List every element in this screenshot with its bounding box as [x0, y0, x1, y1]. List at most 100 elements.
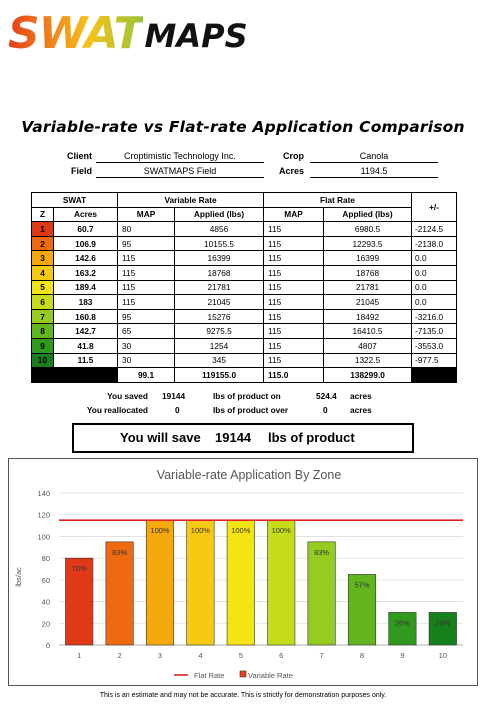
- table-row: 1 60.7 80 4856 115 6980.5 -2124.5: [31, 221, 458, 237]
- client-label: Client: [66, 151, 92, 161]
- variable-map-cell: 115: [117, 250, 176, 266]
- reallocated-unit: acres: [350, 405, 372, 415]
- crop-label: Crop: [283, 151, 304, 161]
- zone-cell: 9: [31, 337, 54, 354]
- y-tick-label: 120: [37, 511, 50, 520]
- table-row: 7 160.8 95 15276 115 18492 -3216.0: [31, 308, 458, 325]
- variable-applied-cell: 1254: [174, 337, 265, 354]
- variable-applied-column-header: Applied (lbs): [174, 206, 265, 223]
- bar-data-label: 26%: [395, 618, 410, 627]
- bar-data-label: 70%: [72, 564, 87, 573]
- flat-map-cell: 115: [263, 221, 325, 237]
- logo-maps-text: MAPS: [144, 17, 248, 55]
- logo-swat-text: SWAT: [8, 8, 144, 59]
- x-tick-label: 1: [77, 651, 81, 660]
- y-tick-label: 140: [37, 489, 50, 498]
- difference-cell: 0.0: [411, 294, 458, 310]
- save-suffix: lbs of product: [268, 430, 355, 445]
- y-tick-label: 100: [37, 532, 50, 541]
- zone-cell: 5: [31, 279, 54, 296]
- chart-legend: Flat Rate Variable Rate: [174, 670, 293, 680]
- total-flat-applied: 138299.0: [323, 367, 413, 383]
- x-tick-label: 9: [400, 651, 404, 660]
- x-tick-label: 8: [360, 651, 364, 660]
- crop-value: Canola: [310, 151, 438, 163]
- table-row: 4 163.2 115 18768 115 18768 0.0: [31, 264, 458, 281]
- bar-data-label: 100%: [191, 526, 211, 535]
- variable-map-cell: 80: [117, 221, 176, 237]
- variable-applied-cell: 10155.5: [174, 235, 265, 252]
- reallocated-acres: 0: [323, 405, 328, 415]
- variable-applied-cell: 4856: [174, 221, 265, 237]
- flat-map-cell: 115: [263, 264, 325, 281]
- flat-applied-cell: 18768: [323, 264, 413, 281]
- bar-zone-5: [226, 519, 255, 646]
- acres-cell: 106.9: [52, 235, 119, 252]
- bar-zone-1: [65, 557, 94, 646]
- difference-header: +/-: [411, 191, 458, 223]
- reallocated-value: 0: [175, 405, 180, 415]
- x-tick-label: 3: [158, 651, 162, 660]
- flat-map-cell: 115: [263, 337, 325, 354]
- y-tick-label: 80: [42, 554, 50, 563]
- variable-map-cell: 30: [117, 352, 176, 369]
- bar-zone-9: [388, 612, 417, 646]
- flat-applied-cell: 21781: [323, 279, 413, 296]
- acres-cell: 41.8: [52, 337, 119, 354]
- zone-cell: 8: [31, 323, 54, 339]
- acres-cell: 142.6: [52, 250, 119, 266]
- variable-map-column-header: MAP: [117, 206, 176, 223]
- bar-zone-8: [347, 574, 377, 646]
- variable-map-cell: 115: [117, 279, 176, 296]
- difference-cell: -7135.0: [411, 323, 458, 339]
- bar-zone-10: [428, 612, 457, 646]
- totals-blank-diff: [411, 367, 458, 383]
- flat-map-cell: 115: [263, 308, 325, 325]
- x-tick-label: 2: [118, 651, 122, 660]
- x-tick-label: 10: [439, 651, 447, 660]
- flat-applied-cell: 21045: [323, 294, 413, 310]
- saved-label: You saved: [107, 391, 148, 401]
- flat-map-cell: 115: [263, 279, 325, 296]
- saved-mid-text: lbs of product on: [213, 391, 281, 401]
- variable-map-cell: 65: [117, 323, 176, 339]
- difference-cell: 0.0: [411, 279, 458, 296]
- savings-highlight-box: You will save 19144 lbs of product: [72, 423, 414, 453]
- reallocated-mid-text: lbs of product over: [213, 405, 289, 415]
- y-tick-label: 20: [42, 619, 50, 628]
- field-label: Field: [70, 166, 92, 176]
- flat-applied-cell: 6980.5: [323, 221, 413, 237]
- x-tick-label: 6: [279, 651, 283, 660]
- variable-applied-cell: 21045: [174, 294, 265, 310]
- variable-applied-cell: 345: [174, 352, 265, 369]
- field-value: SWATMAPS Field: [96, 166, 264, 178]
- acres-cell: 160.8: [52, 308, 119, 325]
- bar-zone-3: [145, 519, 175, 646]
- bar-data-label: 83%: [314, 548, 329, 557]
- zone-cell: 10: [31, 352, 54, 369]
- table-group-header-row: SWAT Variable Rate Flat Rate +/-: [30, 191, 458, 223]
- save-prefix: You will save: [120, 430, 201, 445]
- variable-map-cell: 115: [117, 294, 176, 310]
- bar-data-label: 83%: [112, 548, 127, 557]
- flat-applied-cell: 4807: [323, 337, 413, 354]
- variable-applied-cell: 16399: [174, 250, 265, 266]
- table-row: 10 11.5 30 345 115 1322.5 -977.5: [31, 352, 458, 369]
- flat-applied-cell: 16399: [323, 250, 413, 266]
- bar-zone-6: [267, 519, 296, 646]
- chart-svg: Variable-rate Application By Zone lbs/ac…: [14, 468, 463, 680]
- flat-map-cell: 115: [263, 235, 325, 252]
- table-row: 5 189.4 115 21781 115 21781 0.0: [31, 279, 458, 296]
- difference-cell: -3216.0: [411, 308, 458, 325]
- variable-map-cell: 115: [117, 264, 176, 281]
- flat-applied-cell: 16410.5: [323, 323, 413, 339]
- table-row: 3 142.6 115 16399 115 16399 0.0: [31, 250, 458, 266]
- flat-map-cell: 115: [263, 294, 325, 310]
- variable-applied-cell: 9275.5: [174, 323, 265, 339]
- flat-applied-cell: 1322.5: [323, 352, 413, 369]
- bar-zone-7: [307, 541, 336, 646]
- variable-rate-group-header: Variable Rate: [117, 192, 265, 208]
- disclaimer-footnote: This is an estimate and may not be accur…: [99, 692, 387, 699]
- table-column-header-row: Z Acres MAP Applied (lbs) MAP Applied (l…: [31, 206, 457, 223]
- zone-cell: 7: [31, 308, 54, 325]
